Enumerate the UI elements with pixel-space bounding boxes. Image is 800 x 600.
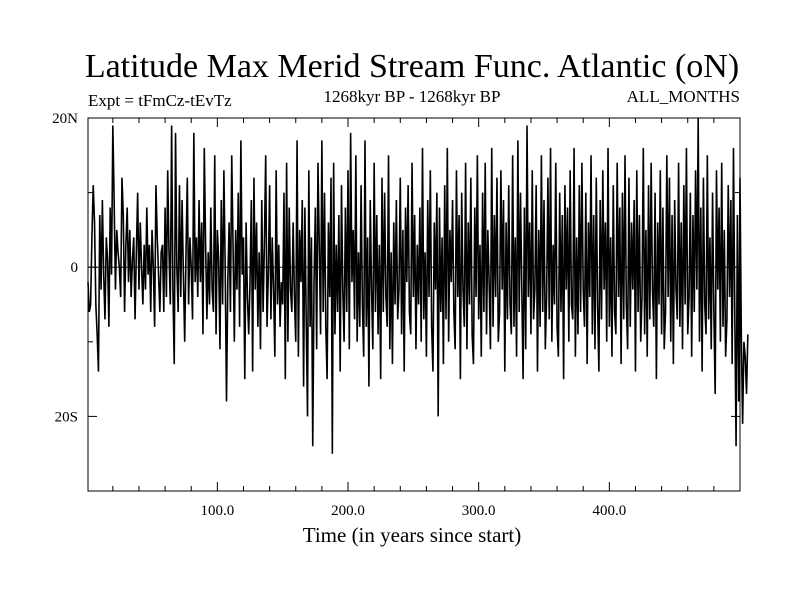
- x-tick-label: 400.0: [592, 503, 626, 519]
- months-label: ALL_MONTHS: [627, 87, 740, 106]
- x-tick-label: 300.0: [462, 503, 496, 519]
- chart-title: Latitude Max Merid Stream Func. Atlantic…: [85, 48, 739, 85]
- x-axis-label: Time (in years since start): [303, 523, 522, 547]
- y-tick-label: 20S: [55, 409, 78, 425]
- plot-area: 20N 0 20S 100.0 200.0 300.0 400.0: [52, 111, 749, 519]
- x-tick-label: 200.0: [331, 503, 365, 519]
- series-line: [87, 117, 749, 454]
- experiment-label: Expt = tFmCz-tEvTz: [88, 91, 232, 110]
- y-tick-label: 0: [71, 260, 79, 276]
- y-tick-label: 20N: [52, 111, 78, 127]
- period-label: 1268kyr BP - 1268kyr BP: [324, 87, 501, 106]
- x-tick-label: 100.0: [200, 503, 234, 519]
